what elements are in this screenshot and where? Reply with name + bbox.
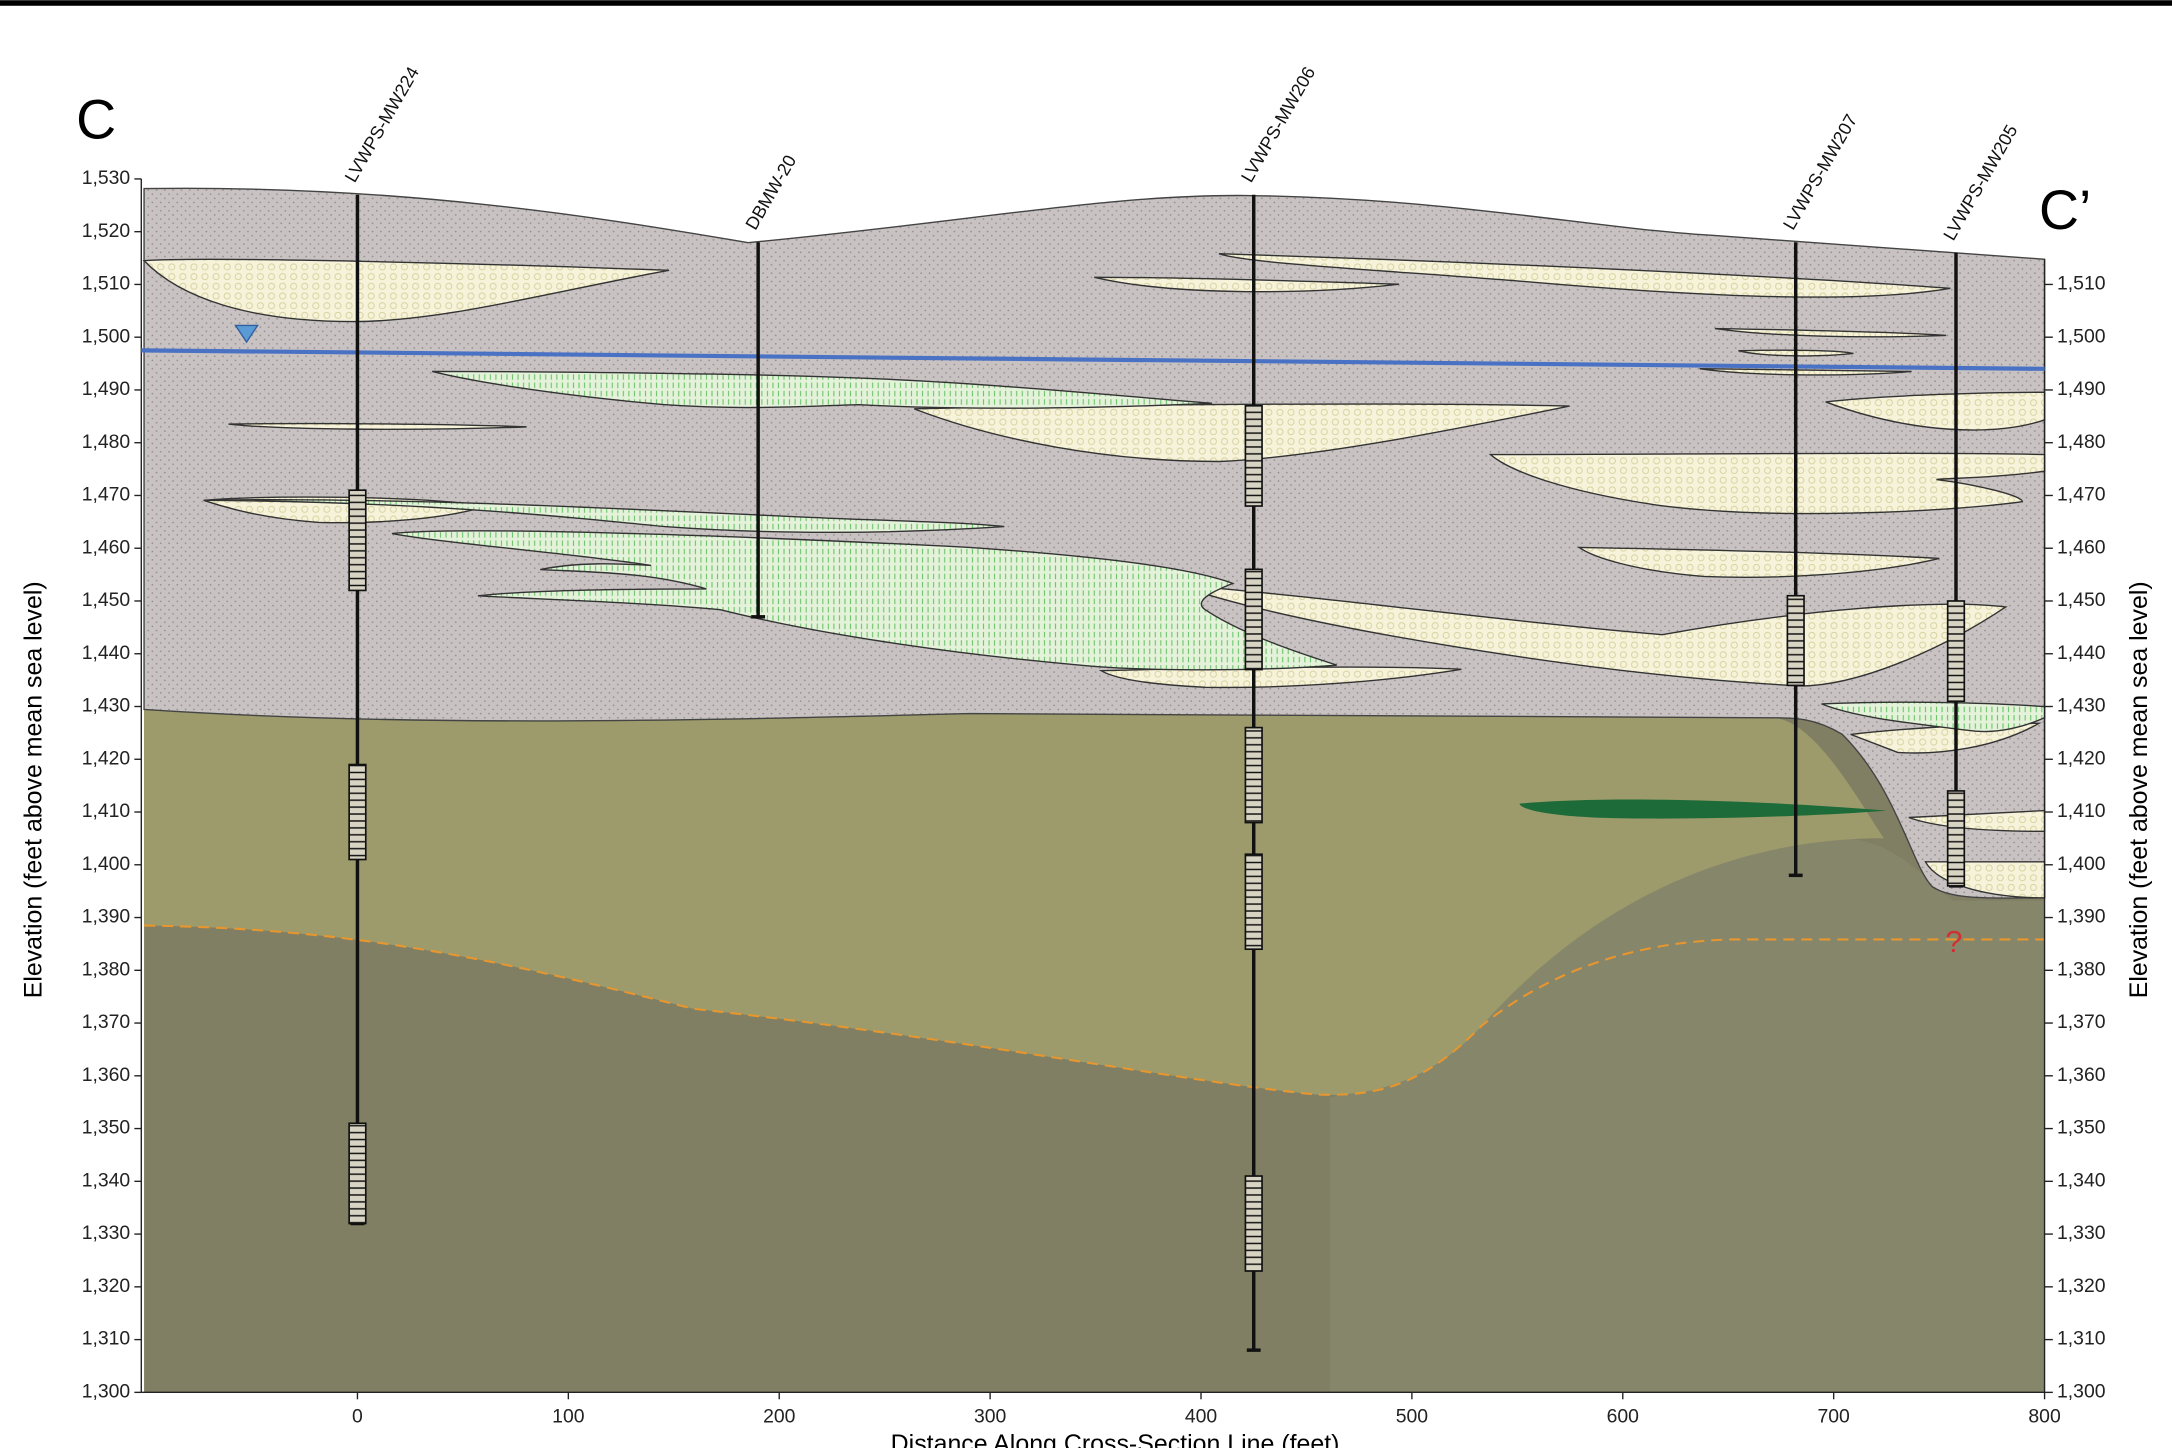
middle-unit xyxy=(144,709,1884,1095)
water-table xyxy=(141,348,2045,371)
water-table-symbol xyxy=(234,324,259,344)
y2-tick-label: 1,310 xyxy=(2057,1328,2106,1350)
gravel-lenses xyxy=(142,253,2046,899)
x-tick-label: 300 xyxy=(974,1405,1007,1427)
well-screen-slots xyxy=(1245,1176,1263,1272)
y-tick-label: 1,490 xyxy=(82,378,131,400)
well-screen-slots xyxy=(1245,405,1263,507)
y-tick-label: 1,350 xyxy=(82,1117,131,1139)
y2-tick-label: 1,360 xyxy=(2057,1064,2106,1086)
y2-tick-label: 1,430 xyxy=(2057,695,2106,717)
silt-lenses xyxy=(203,370,2046,733)
y-tick-label: 1,410 xyxy=(82,800,131,822)
y2-tick-label: 1,400 xyxy=(2057,853,2106,875)
x-tick-label: 500 xyxy=(1396,1405,1429,1427)
well-screen-slots xyxy=(1245,854,1263,950)
y2-tick-label: 1,330 xyxy=(2057,1222,2106,1244)
well-screen-slots xyxy=(349,1123,366,1224)
y2-tick-label: 1,490 xyxy=(2057,378,2106,400)
y-tick-label: 1,530 xyxy=(82,167,131,189)
x-tick-label: 100 xyxy=(552,1405,585,1427)
y-tick-label: 1,400 xyxy=(82,853,131,875)
y2-tick-label: 1,440 xyxy=(2057,642,2106,664)
top-border xyxy=(0,0,2172,6)
x-tick-label: 600 xyxy=(1607,1405,1640,1427)
y2-tick-label: 1,320 xyxy=(2057,1275,2106,1297)
y-tick-label: 1,440 xyxy=(82,642,131,664)
y-tick-label: 1,380 xyxy=(82,958,131,980)
well-screen-slots xyxy=(349,764,366,860)
well-screen-slots xyxy=(1245,569,1263,670)
x-tick-label: 800 xyxy=(2028,1405,2061,1427)
y-tick-label: 1,300 xyxy=(82,1380,131,1402)
well-screen-slots xyxy=(1245,727,1263,823)
y2-tick-label: 1,380 xyxy=(2057,958,2106,980)
y-tick-label: 1,370 xyxy=(82,1011,131,1033)
x-axis-label: Distance Along Cross-Section Line (feet) xyxy=(891,1430,1340,1448)
y2-tick-label: 1,420 xyxy=(2057,747,2106,769)
annotation: ? xyxy=(1945,925,1962,959)
y-tick-label: 1,310 xyxy=(82,1328,131,1350)
y-tick-label: 1,360 xyxy=(82,1064,131,1086)
y-tick-label: 1,470 xyxy=(82,484,131,506)
section-end-label: C’ xyxy=(2039,179,2091,241)
x-tick-label: 0 xyxy=(352,1405,363,1427)
well-label: LVWPS-MW205 xyxy=(1939,121,2021,243)
y-tick-label: 1,340 xyxy=(82,1169,131,1191)
y2-tick-label: 1,500 xyxy=(2057,325,2106,347)
well-screen-slots xyxy=(1787,595,1805,686)
y2-tick-label: 1,350 xyxy=(2057,1117,2106,1139)
y-tick-label: 1,500 xyxy=(82,325,131,347)
x-tick-label: 200 xyxy=(763,1405,796,1427)
y2-tick-label: 1,450 xyxy=(2057,589,2106,611)
y-tick-label: 1,520 xyxy=(82,220,131,242)
y-tick-label: 1,390 xyxy=(82,906,131,928)
y-tick-label: 1,330 xyxy=(82,1222,131,1244)
well-label: LVWPS-MW206 xyxy=(1237,63,1319,185)
section-start-label: C xyxy=(76,89,116,151)
y-tick-label: 1,420 xyxy=(82,747,131,769)
x-tick-label: 700 xyxy=(1818,1405,1851,1427)
y2-tick-label: 1,390 xyxy=(2057,906,2106,928)
y-tick-label: 1,430 xyxy=(82,695,131,717)
y2-tick-label: 1,410 xyxy=(2057,800,2106,822)
well-label: LVWPS-MW207 xyxy=(1779,111,1861,233)
y2-axis-label: Elevation (feet above mean sea level) xyxy=(2125,581,2153,998)
y-axis-label: Elevation (feet above mean sea level) xyxy=(20,581,48,998)
well-label: LVWPS-MW224 xyxy=(341,63,423,185)
y-tick-label: 1,460 xyxy=(82,536,131,558)
y2-tick-label: 1,370 xyxy=(2057,1011,2106,1033)
y-tick-label: 1,320 xyxy=(82,1275,131,1297)
well-label: DBMW-20 xyxy=(742,152,801,234)
contact-line xyxy=(144,924,2045,1096)
well-screen-slots xyxy=(349,490,366,591)
hill-unit xyxy=(1329,838,2045,1393)
x-tick-label: 400 xyxy=(1185,1405,1218,1427)
y2-tick-label: 1,300 xyxy=(2057,1380,2106,1402)
y2-tick-label: 1,480 xyxy=(2057,431,2106,453)
y2-tick-label: 1,510 xyxy=(2057,273,2106,295)
y-tick-label: 1,480 xyxy=(82,431,131,453)
well-screen-slots xyxy=(1947,790,1965,886)
y-tick-label: 1,450 xyxy=(82,589,131,611)
y2-tick-label: 1,340 xyxy=(2057,1169,2106,1191)
y2-tick-label: 1,460 xyxy=(2057,536,2106,558)
y-tick-label: 1,510 xyxy=(82,273,131,295)
well-screen-slots xyxy=(1947,600,1965,702)
y2-tick-label: 1,470 xyxy=(2057,484,2106,506)
